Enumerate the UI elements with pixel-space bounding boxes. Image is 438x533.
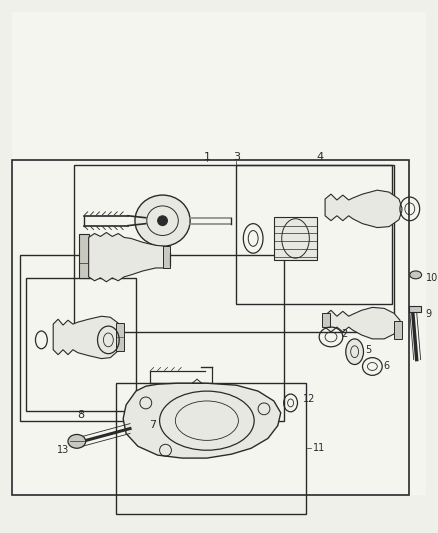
Bar — [79, 235, 88, 278]
Text: 4: 4 — [317, 152, 324, 161]
Text: 3: 3 — [233, 152, 240, 161]
Bar — [116, 323, 124, 351]
Polygon shape — [325, 190, 402, 228]
Ellipse shape — [410, 271, 422, 279]
Bar — [20, 255, 284, 421]
Polygon shape — [53, 316, 118, 359]
Bar — [12, 159, 409, 495]
Text: 8: 8 — [77, 410, 85, 420]
Text: 13: 13 — [57, 445, 69, 455]
Bar — [74, 165, 394, 332]
Text: 10: 10 — [426, 273, 438, 283]
Text: 2: 2 — [342, 329, 348, 339]
Ellipse shape — [158, 216, 167, 225]
Ellipse shape — [68, 434, 86, 448]
Polygon shape — [123, 383, 281, 458]
Bar — [274, 217, 317, 260]
Polygon shape — [325, 308, 400, 339]
Bar — [237, 165, 392, 304]
Text: 12: 12 — [304, 394, 316, 404]
Bar — [25, 278, 136, 411]
Text: 5: 5 — [365, 345, 371, 355]
Text: 11: 11 — [313, 443, 325, 453]
Polygon shape — [88, 232, 166, 282]
Bar — [409, 306, 420, 312]
Bar — [322, 313, 330, 327]
Ellipse shape — [346, 339, 364, 365]
Text: 7: 7 — [149, 419, 156, 430]
Text: 9: 9 — [426, 309, 432, 319]
Text: 6: 6 — [383, 360, 389, 370]
Bar — [162, 246, 170, 268]
Bar — [394, 321, 402, 339]
Text: 1: 1 — [203, 152, 210, 161]
Bar — [116, 383, 306, 514]
Ellipse shape — [135, 195, 190, 246]
